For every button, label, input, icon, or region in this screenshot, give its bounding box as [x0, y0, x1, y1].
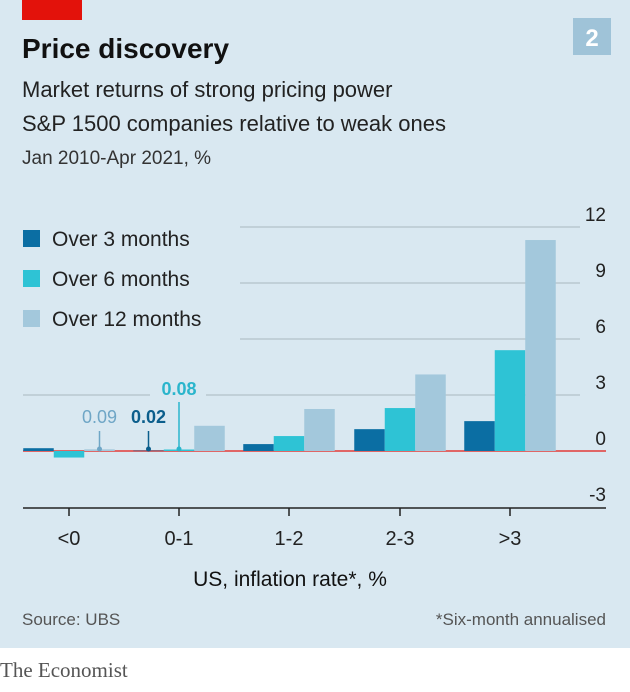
annotation-label: 0.09 — [82, 407, 117, 427]
chart-background — [0, 0, 630, 648]
bar-over-12-months-2 — [304, 408, 335, 451]
chart-title: Price discovery — [22, 33, 229, 64]
annotation-label: 0.02 — [131, 407, 166, 427]
x-tick-label: <0 — [58, 528, 81, 550]
x-tick-label: 2-3 — [386, 528, 415, 550]
annotations: 0.09 0.02 0.08 — [82, 379, 197, 452]
annotation-label: 0.08 — [161, 379, 196, 399]
y-tick-label: 6 — [595, 317, 606, 338]
bar-over-6-months-2 — [273, 436, 305, 451]
annotation-dot — [97, 446, 102, 452]
economist-logo: The Economist — [0, 658, 128, 682]
bar-over-12-months-3 — [415, 374, 446, 451]
chart-subtitle-line1: Market returns of strong pricing power — [22, 77, 393, 102]
legend-label: Over 3 months — [52, 228, 190, 251]
footnote: *Six-month annualised — [436, 610, 606, 629]
bar-over-12-months-4 — [525, 240, 556, 451]
bar-over-3-months-4 — [464, 421, 495, 451]
y-tick-label: 12 — [585, 205, 606, 226]
source-note: Source: UBS — [22, 610, 120, 629]
x-tick-label: 0-1 — [165, 528, 194, 550]
legend-label: Over 6 months — [52, 268, 190, 291]
x-axis-label: US, inflation rate*, % — [193, 568, 387, 591]
bar-over-12-months-1 — [194, 425, 225, 451]
legend-swatch — [23, 310, 40, 327]
y-tick-label: 0 — [595, 429, 606, 450]
bar-over-3-months-2 — [243, 444, 274, 451]
annotation-dot — [176, 446, 182, 452]
legend-label: Over 12 months — [52, 308, 201, 331]
y-tick-label: 3 — [595, 373, 606, 394]
annotation-dot — [146, 446, 151, 452]
bar-over-6-months-0 — [53, 451, 85, 458]
legend-swatch — [23, 270, 40, 287]
x-tick-label: 1-2 — [275, 528, 304, 550]
bar-over-3-months-3 — [354, 429, 385, 451]
y-tick-label: -3 — [589, 485, 606, 506]
y-tick-label: 9 — [595, 261, 606, 282]
chart-subtitle-line2: S&P 1500 companies relative to weak ones — [22, 111, 446, 136]
legend-swatch — [23, 230, 40, 247]
economist-red-tag — [22, 0, 82, 20]
y-tick-labels: 12 9 6 3 0 -3 — [585, 205, 606, 506]
bar-over-6-months-4 — [494, 350, 526, 451]
chart-period: Jan 2010-Apr 2021, % — [22, 148, 211, 169]
legend: Over 3 months Over 6 months Over 12 months — [23, 228, 201, 331]
bar-over-6-months-3 — [384, 408, 416, 451]
x-axis: <0 0-1 1-2 2-3 >3 — [23, 507, 606, 550]
bar-over-3-months-0 — [23, 448, 54, 451]
chart-number: 2 — [585, 25, 598, 52]
x-tick-label: >3 — [499, 528, 522, 550]
chart-number-badge — [573, 18, 611, 55]
